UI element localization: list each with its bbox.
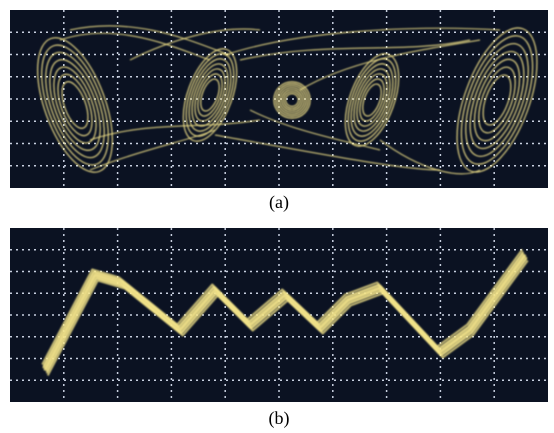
trace-loop	[347, 58, 397, 142]
caption-b: (b)	[269, 408, 290, 429]
trace-link	[299, 39, 481, 91]
trace-b	[41, 248, 529, 376]
trace-loop	[281, 89, 303, 111]
scope-screen-a	[10, 10, 548, 188]
caption-a: (a)	[269, 192, 289, 213]
trace-loop	[350, 63, 394, 137]
trace-link	[89, 129, 216, 171]
trace-loop	[482, 74, 512, 126]
grid-b	[10, 228, 548, 402]
trace-loop	[362, 83, 382, 117]
trace-loop	[465, 43, 529, 157]
trace-loop	[283, 91, 301, 109]
trace-loop	[188, 58, 232, 132]
trace-loop	[456, 27, 538, 173]
trace-a	[36, 25, 538, 175]
trace-link	[249, 109, 381, 151]
trace-loop	[353, 68, 391, 132]
trace-loop	[460, 35, 534, 165]
trace-loop	[197, 73, 223, 117]
trace-link	[129, 28, 261, 61]
trace-loop	[279, 87, 305, 113]
trace-loop	[200, 78, 220, 112]
trace-wave	[46, 259, 529, 376]
trace-loop	[277, 85, 307, 115]
trace-link	[239, 39, 471, 61]
trace-loop	[359, 78, 385, 122]
trace-loop	[49, 59, 101, 151]
trace-loop	[285, 93, 299, 107]
trace-loop	[182, 48, 238, 142]
trace-loop	[478, 66, 516, 134]
trace-loop	[275, 83, 309, 117]
trace-loop	[185, 53, 235, 137]
trace-link	[89, 119, 261, 141]
trace-loop	[344, 53, 400, 147]
trace-loop	[41, 44, 109, 166]
trace-loop	[194, 68, 226, 122]
trace-loop	[473, 58, 521, 142]
trace-loop	[356, 73, 388, 127]
trace-loop	[57, 73, 93, 137]
trace-link	[59, 32, 211, 61]
trace-loop	[36, 37, 114, 173]
trace-loop	[61, 81, 89, 129]
trace-loop	[45, 51, 105, 159]
trace-link	[69, 25, 231, 56]
trace-loop	[53, 66, 97, 144]
trace-link	[224, 27, 501, 56]
trace-link	[214, 134, 441, 171]
trace-loop	[273, 81, 311, 119]
trace-loop	[469, 50, 525, 150]
trace-link	[379, 139, 481, 175]
